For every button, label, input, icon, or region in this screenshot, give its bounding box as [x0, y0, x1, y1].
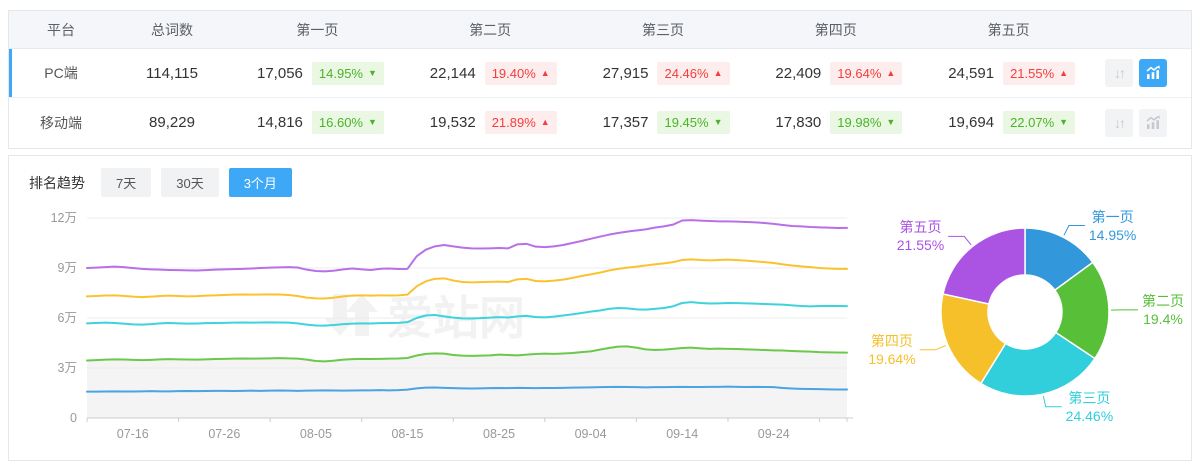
- col-header-page4: 第四页: [814, 21, 857, 38]
- trend-arrow-icon: ▲: [886, 67, 896, 78]
- svg-text:09-04: 09-04: [575, 427, 607, 441]
- page3-change-badge: 24.46% ▲: [657, 61, 730, 85]
- tab-30-days[interactable]: 30天: [161, 168, 219, 197]
- page-share-donut-chart: 第一页 14.95% 第二页 19.4% 第三页 24.46% 第四页 19.64% 第五页 21…: [857, 192, 1193, 460]
- svg-text:07-16: 07-16: [117, 427, 149, 441]
- page2-count: 22,144: [429, 64, 476, 82]
- trend-header: 排名趋势 7天 30天 3个月: [9, 156, 1191, 197]
- rank-trend-panel: 排名趋势 7天 30天 3个月 爱站网 0 3万 6万 9万 12万 07-16 07-26…: [8, 155, 1192, 461]
- trend-title: 排名趋势: [29, 174, 85, 191]
- donut-label-第二页: 第二页 19.4%: [1141, 292, 1184, 327]
- col-header-page2: 第二页: [469, 21, 512, 38]
- col-header-page1: 第一页: [296, 21, 339, 38]
- bar-chart-icon: [1146, 114, 1160, 129]
- donut-leader-line: [1042, 395, 1062, 408]
- page4-change-badge: 19.98% ▼: [830, 111, 903, 134]
- page4-change-badge: 19.64% ▲: [830, 61, 903, 85]
- donut-label-第四页: 第四页 19.64%: [868, 332, 916, 367]
- svg-text:09-24: 09-24: [758, 427, 790, 441]
- donut-leader-line: [919, 345, 946, 351]
- table-row-pc[interactable]: PC端 114,115 17,056 14.95% ▼ 22,144 19.40%…: [9, 49, 1191, 98]
- show-chart-button[interactable]: [1139, 108, 1167, 137]
- trend-arrow-icon: ▼: [367, 67, 377, 78]
- donut-leader-line: [948, 235, 972, 246]
- donut-label-第五页: 第五页 21.55%: [896, 219, 945, 254]
- donut-slice-5: [942, 227, 1026, 305]
- page2-change-badge: 19.40% ▲: [484, 61, 557, 85]
- trend-arrow-icon: ▲: [713, 67, 723, 78]
- page1-count: 17,056: [257, 64, 303, 82]
- page2-count: 19,532: [429, 114, 476, 131]
- col-header-page5: 第五页: [987, 21, 1030, 38]
- svg-text:07-26: 07-26: [208, 427, 240, 441]
- donut-label-第一页: 第一页 14.95%: [1088, 208, 1137, 243]
- svg-text:08-25: 08-25: [483, 427, 515, 441]
- trend-arrow-icon: ▼: [886, 117, 896, 127]
- page5-change-badge: 21.55% ▲: [1003, 61, 1076, 85]
- page5-count: 24,591: [948, 64, 995, 82]
- donut-slice-3: [979, 331, 1096, 397]
- donut-slice-2: [1053, 261, 1110, 360]
- total-words: 114,115: [146, 64, 198, 82]
- donut-label-第三页: 第三页 24.46%: [1065, 389, 1114, 424]
- svg-text:6万: 6万: [58, 311, 77, 325]
- keyword-rank-table: 平台 总词数 第一页 第二页 第三页 第四页 第五页 PC端 114,115 1…: [8, 10, 1192, 149]
- col-header-platform: 平台: [47, 21, 75, 38]
- trend-arrow-icon: ▲: [540, 67, 550, 78]
- page4-count: 17,830: [775, 114, 822, 131]
- svg-text:0: 0: [70, 411, 77, 425]
- page5-change-badge: 22.07% ▼: [1003, 111, 1076, 134]
- platform-label: 移动端: [40, 114, 82, 131]
- total-words: 89,229: [149, 114, 195, 131]
- svg-text:12万: 12万: [51, 211, 77, 225]
- table-row-mobile[interactable]: 移动端 89,229 14,816 16.60% ▼ 19,532 21.89% ▲…: [9, 98, 1191, 147]
- page1-change-badge: 14.95% ▼: [311, 61, 384, 85]
- trend-arrow-icon: ▼: [713, 117, 723, 127]
- page3-count: 27,915: [602, 64, 649, 82]
- donut-leader-line: [1063, 225, 1085, 236]
- page3-count: 17,357: [602, 114, 649, 131]
- col-header-page3: 第三页: [641, 21, 684, 38]
- trend-arrow-icon: ▼: [367, 117, 377, 127]
- page3-change-badge: 19.45% ▼: [657, 111, 730, 134]
- page5-count: 19,694: [948, 114, 995, 131]
- svg-text:08-15: 08-15: [391, 427, 423, 441]
- page1-change-badge: 16.60% ▼: [311, 111, 384, 134]
- tab-3-months[interactable]: 3个月: [228, 168, 292, 197]
- sort-button[interactable]: ↓↑: [1105, 59, 1133, 87]
- trend-arrow-icon: ▼: [1059, 117, 1069, 127]
- svg-text:08-05: 08-05: [300, 427, 332, 441]
- svg-text:9万: 9万: [58, 261, 77, 275]
- svg-text:3万: 3万: [58, 361, 77, 375]
- page1-count: 14,816: [257, 114, 303, 131]
- bar-chart-icon: [1146, 65, 1160, 79]
- sort-arrows-icon: ↓↑: [1114, 65, 1126, 81]
- sort-button[interactable]: ↓↑: [1105, 108, 1133, 137]
- donut-svg: [919, 225, 1138, 408]
- svg-text:09-14: 09-14: [666, 427, 698, 441]
- trend-arrow-icon: ▲: [1059, 67, 1069, 78]
- show-chart-button[interactable]: [1139, 59, 1167, 87]
- tab-7-days[interactable]: 7天: [101, 168, 152, 197]
- platform-label: PC端: [44, 65, 78, 81]
- col-header-total: 总词数: [151, 21, 193, 38]
- trend-arrow-icon: ▲: [540, 117, 550, 127]
- table-header: 平台 总词数 第一页 第二页 第三页 第四页 第五页: [9, 11, 1191, 49]
- page4-count: 22,409: [775, 64, 822, 82]
- sort-arrows-icon: ↓↑: [1114, 114, 1126, 131]
- page2-change-badge: 21.89% ▲: [484, 111, 557, 134]
